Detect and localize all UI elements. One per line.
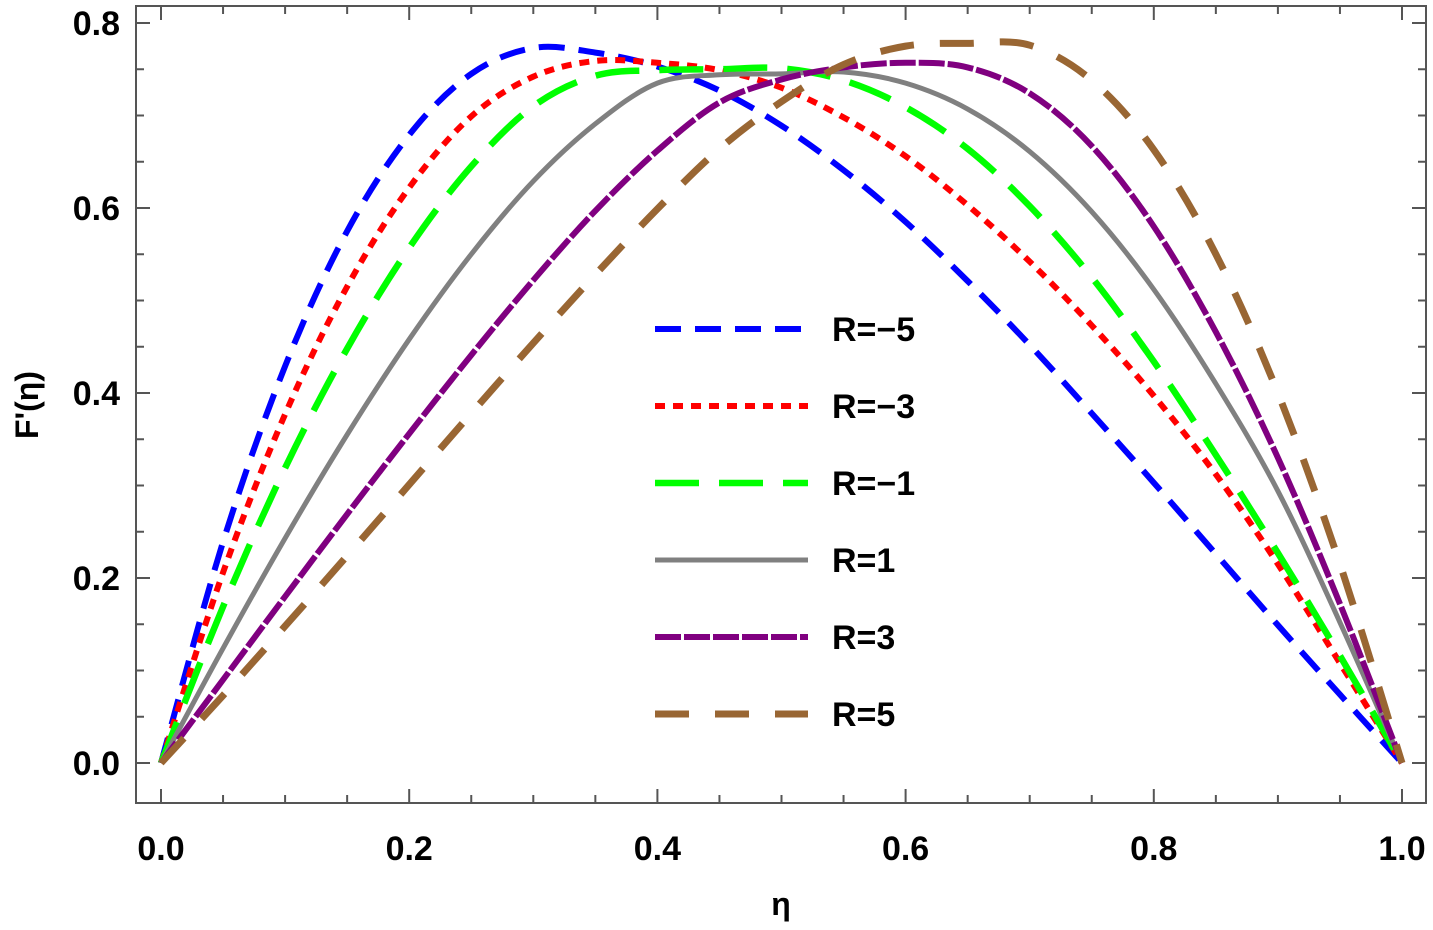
tick-labels: 0.0 0.2 0.4 0.6 0.8 1.0 0.0 0.2 0.4 0.6 0.8 xyxy=(73,5,1426,868)
x-tick-label: 0.2 xyxy=(386,830,433,868)
x-tick-label: 0.8 xyxy=(1130,830,1177,868)
x-tick-label: 1.0 xyxy=(1378,830,1425,868)
legend-label: R=5 xyxy=(832,696,895,734)
y-tick-label: 0.6 xyxy=(73,190,120,228)
legend: R=−5 R=−3 R=−1 R=1 R=3 R=5 xyxy=(655,311,915,734)
x-tick-label: 0.6 xyxy=(882,830,929,868)
x-tick-label: 0.4 xyxy=(634,830,681,868)
legend-label: R=−5 xyxy=(832,311,915,349)
series-line-2 xyxy=(158,57,1405,765)
series-line-3 xyxy=(157,64,1405,765)
x-axis-label: η xyxy=(771,886,791,922)
series-layer xyxy=(157,38,1406,766)
legend-label: R=1 xyxy=(832,542,895,580)
legend-label: R=−1 xyxy=(832,465,915,503)
series-line-1 xyxy=(158,43,1405,766)
y-axis-label: F'(η) xyxy=(9,371,45,439)
series-line-6 xyxy=(158,38,1406,766)
y-tick-label: 0.4 xyxy=(73,375,120,413)
x-tick-label: 0.0 xyxy=(137,830,184,868)
y-tick-label: 0.0 xyxy=(73,745,120,783)
series-line-5 xyxy=(158,59,1405,765)
axis-ticks xyxy=(136,6,1426,803)
y-tick-label: 0.2 xyxy=(73,560,120,598)
legend-label: R=−3 xyxy=(832,388,915,426)
series-line-4 xyxy=(158,69,1405,765)
y-tick-label: 0.8 xyxy=(73,5,120,43)
legend-label: R=3 xyxy=(832,619,895,657)
